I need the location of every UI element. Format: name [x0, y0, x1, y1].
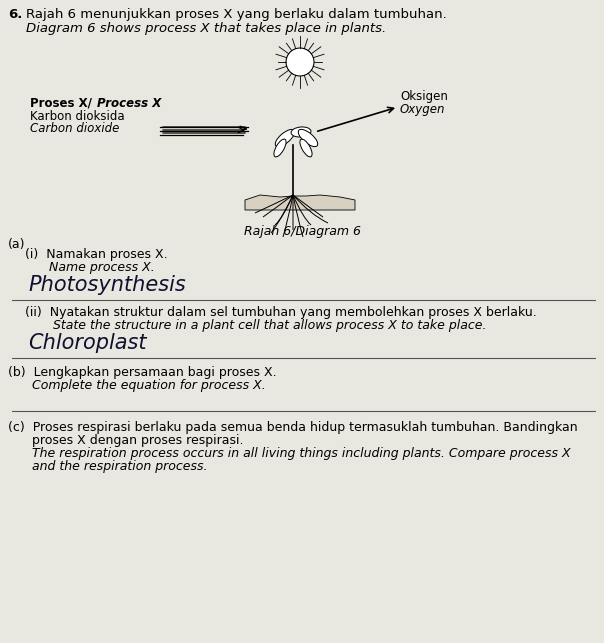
Text: Rajah 6 menunjukkan proses X yang berlaku dalam tumbuhan.: Rajah 6 menunjukkan proses X yang berlak…: [26, 8, 447, 21]
Text: Complete the equation for process X.: Complete the equation for process X.: [8, 379, 266, 392]
Text: proses X dengan proses respirasi.: proses X dengan proses respirasi.: [8, 434, 243, 447]
PathPatch shape: [245, 195, 355, 210]
Text: (ii)  Nyatakan struktur dalam sel tumbuhan yang membolehkan proses X berlaku.: (ii) Nyatakan struktur dalam sel tumbuha…: [25, 306, 537, 319]
Ellipse shape: [275, 129, 295, 147]
Text: Process X: Process X: [97, 97, 161, 110]
Text: 6.: 6.: [8, 8, 22, 21]
Text: Karbon dioksida: Karbon dioksida: [30, 110, 124, 123]
Ellipse shape: [300, 139, 312, 157]
Text: (i)  Namakan proses X.: (i) Namakan proses X.: [25, 248, 168, 261]
Text: (a): (a): [8, 238, 25, 251]
Text: (c)  Proses respirasi berlaku pada semua benda hidup termasuklah tumbuhan. Bandi: (c) Proses respirasi berlaku pada semua …: [8, 421, 577, 434]
Ellipse shape: [291, 127, 311, 137]
Text: Name process X.: Name process X.: [25, 261, 155, 274]
Text: Rajah 6/Diagram 6: Rajah 6/Diagram 6: [243, 225, 361, 238]
Text: State the structure in a plant cell that allows process X to take place.: State the structure in a plant cell that…: [25, 319, 486, 332]
Text: Oxygen: Oxygen: [400, 103, 446, 116]
Text: and the respiration process.: and the respiration process.: [8, 460, 208, 473]
Text: Chloroplast: Chloroplast: [28, 333, 147, 353]
Circle shape: [278, 40, 322, 84]
Circle shape: [286, 48, 314, 76]
Text: Carbon dioxide: Carbon dioxide: [30, 122, 120, 135]
Text: (b)  Lengkapkan persamaan bagi proses X.: (b) Lengkapkan persamaan bagi proses X.: [8, 366, 277, 379]
Text: Proses X/: Proses X/: [30, 97, 92, 110]
Text: Photosynthesis: Photosynthesis: [28, 275, 186, 295]
Ellipse shape: [298, 129, 318, 147]
Text: Oksigen: Oksigen: [400, 90, 448, 103]
Ellipse shape: [274, 139, 286, 157]
Text: Diagram 6 shows process X that takes place in plants.: Diagram 6 shows process X that takes pla…: [26, 22, 386, 35]
Text: The respiration process occurs in all living things including plants. Compare pr: The respiration process occurs in all li…: [8, 447, 571, 460]
